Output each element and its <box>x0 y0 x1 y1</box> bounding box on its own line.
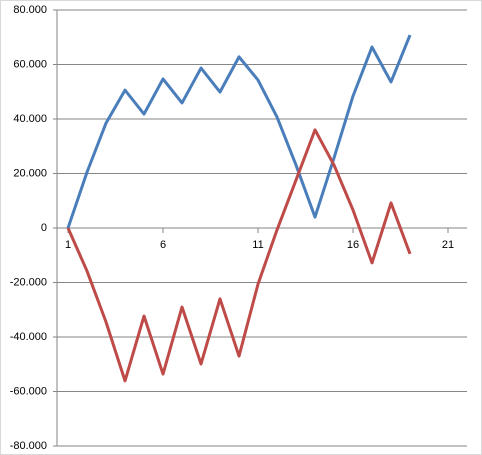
x-tick-label: 21 <box>442 239 454 251</box>
series-line <box>66 34 412 229</box>
x-tick-label: 1 <box>65 239 71 251</box>
y-tick-label: 0 <box>41 222 47 234</box>
y-tick-label: -40.000 <box>10 331 47 343</box>
y-tick-label: 40.000 <box>13 113 47 125</box>
y-tick-label: -80.000 <box>10 440 47 452</box>
series-line <box>66 128 412 383</box>
y-tick-label: 60.000 <box>13 58 47 70</box>
y-tick-label: -60.000 <box>10 385 47 397</box>
y-tick-label: 80.000 <box>13 4 47 16</box>
x-tick-label: 16 <box>347 239 359 251</box>
x-tick-label: 6 <box>160 239 166 251</box>
x-tick-label: 11 <box>252 239 263 251</box>
y-tick-label: -20.000 <box>10 276 47 288</box>
y-tick-label: 20.000 <box>13 167 47 179</box>
